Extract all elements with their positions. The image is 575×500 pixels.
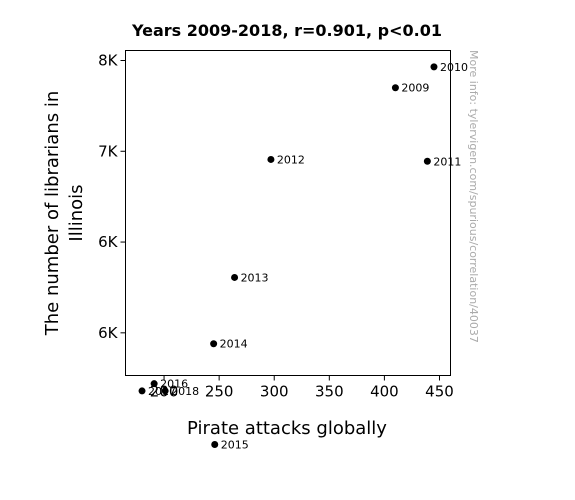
data-point (267, 155, 275, 163)
data-point-label: 2018 (171, 385, 199, 398)
y-axis-label-line-2: Illinois (66, 184, 87, 241)
chart-title: Years 2009-2018, r=0.901, p<0.01 (131, 21, 442, 40)
source-watermark: More info: tylervigen.com/spurious/corre… (467, 50, 480, 343)
plot-area-frame (125, 50, 451, 376)
data-point (150, 380, 158, 388)
y-axis-ticks: 6K 6K 7K 8K (98, 51, 126, 342)
data-point (423, 157, 431, 165)
y-axis-label-line-1: The number of librarians in (42, 91, 63, 336)
data-point (430, 63, 438, 71)
y-tick-label: 6K (98, 233, 119, 251)
data-points: 2009201020112012201320142015201620172018 (138, 61, 468, 451)
x-axis-label: Pirate attacks globally (187, 418, 387, 439)
data-point-label: 2012 (277, 153, 305, 166)
y-tick-label: 8K (98, 51, 119, 69)
data-point (161, 387, 169, 395)
x-tick-label: 300 (260, 383, 289, 401)
data-point-label: 2010 (440, 61, 468, 74)
y-tick-label: 7K (98, 142, 119, 160)
x-tick-label: 250 (205, 383, 234, 401)
data-point-label: 2009 (401, 82, 429, 95)
data-point-label: 2015 (221, 438, 249, 451)
data-point-label: 2013 (241, 271, 269, 284)
x-tick-label: 400 (370, 383, 399, 401)
data-point-label: 2016 (160, 378, 188, 391)
data-point (231, 273, 239, 281)
data-point (138, 387, 146, 395)
x-tick-label: 450 (425, 383, 454, 401)
data-point (391, 84, 399, 92)
data-point-label: 2011 (433, 155, 461, 168)
data-point-label: 2014 (220, 338, 248, 351)
y-tick-label: 6K (98, 324, 119, 342)
data-point (210, 340, 218, 348)
x-tick-label: 350 (315, 383, 344, 401)
data-point (211, 440, 219, 448)
